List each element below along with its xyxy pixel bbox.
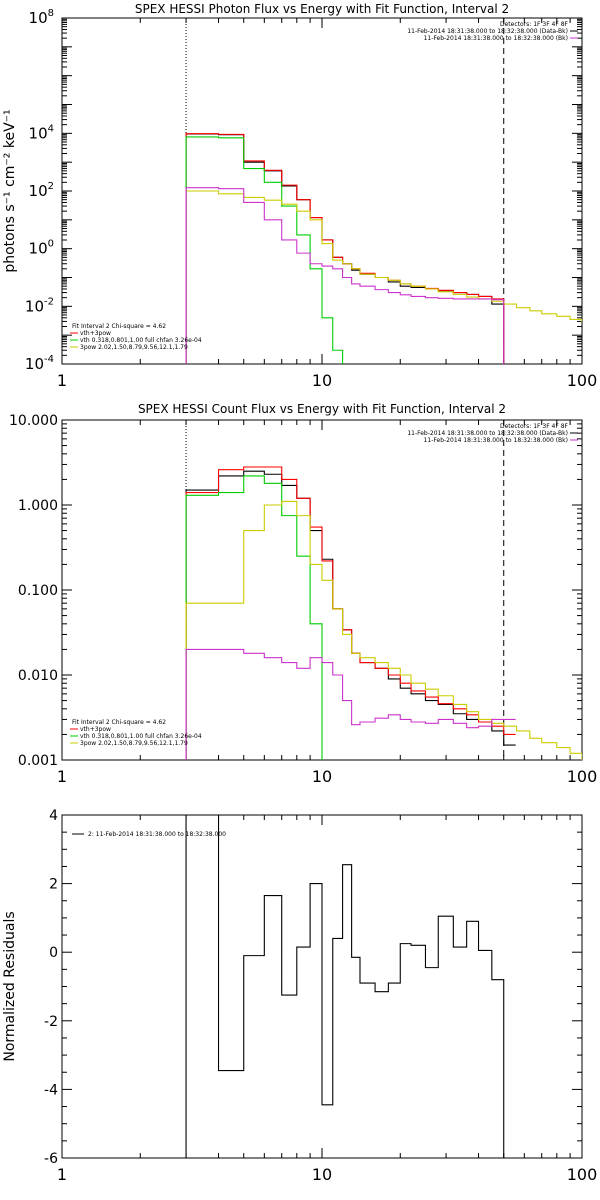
legend-entry: 11-Feb-2014 18:31:38.000 to 18:32:38.000… [424, 437, 568, 444]
y-tick-label: 102 [29, 181, 54, 200]
data-series-3 [185, 136, 344, 364]
y-axis-label: photons s⁻¹ cm⁻² keV⁻¹ [2, 109, 18, 272]
y-tick-label: 2 [49, 877, 58, 893]
legend-entry: Detectors: 1F 3F 4F 8F [500, 21, 569, 28]
legend-entry: Fit Interval 2 Chi-square = 4.62 [72, 323, 166, 330]
chart-title: SPEX HESSI Photon Flux vs Energy with Fi… [135, 2, 509, 16]
data-series-5 [185, 187, 505, 364]
legend-entry: vth 0.318,0.801,1.00 full chfan 3.26e-04 [80, 337, 202, 344]
legend-entry: Fit Interval 2 Chi-square = 4.62 [72, 719, 166, 726]
series-group [185, 815, 505, 1158]
data-series-4 [185, 500, 582, 760]
legend-entry: vth 0.318,0.801,1.00 full chfan 3.26e-04 [80, 733, 202, 740]
y-tick-label: 0.010 [18, 668, 58, 684]
y-tick-label: 4 [49, 808, 58, 824]
legend-entry: 2: 11-Feb-2014 18:31:38.000 to 18:32:38.… [88, 831, 226, 838]
data-series-3 [185, 475, 323, 760]
x-tick-label: 1 [57, 1165, 67, 1184]
series-group [185, 466, 582, 760]
y-axis-label: Normalized Residuals [2, 911, 18, 1061]
y-tick-label: 0.001 [18, 753, 58, 769]
y-tick-label: 10-4 [25, 354, 54, 373]
data-series-1 [185, 815, 505, 1158]
legend-entry: vth+3pow [80, 330, 111, 337]
chart-title: SPEX HESSI Count Flux vs Energy with Fit… [138, 402, 506, 416]
data-series-2 [185, 133, 505, 364]
series-group [185, 133, 582, 364]
data-series-1 [185, 470, 516, 760]
chart-panel-3: 1 10 100 -6 -4 -2 0 2 4 Normalized Residuals 2: 11… [2, 808, 597, 1184]
y-tick-label: 108 [29, 8, 54, 27]
y-tick-label: -6 [44, 1151, 58, 1167]
x-tick-label: 1 [57, 767, 67, 786]
x-tick-label: 1 [57, 371, 67, 390]
x-tick-label: 100 [567, 371, 598, 390]
y-tick-label: 0 [49, 945, 58, 961]
x-tick-label: 100 [567, 767, 598, 786]
chart-panel-2: SPEX HESSI Count Flux vs Energy with Fit… [9, 402, 597, 786]
legend-entry: 3pow 2.02,1.50,8.79,9.56,12.1,1.79 [80, 740, 188, 747]
data-series-4 [185, 190, 582, 364]
y-tick-label: 10.000 [9, 413, 58, 429]
y-tick-label: 10-2 [25, 296, 54, 315]
x-tick-label: 10 [312, 767, 332, 786]
legend-entry: 3pow 2.02,1.50,8.79,9.56,12.1,1.79 [80, 344, 188, 351]
data-series-1 [185, 133, 505, 364]
y-tick-label: 104 [29, 123, 54, 142]
legend-entry: 11-Feb-2014 18:31:38.000 to 18:32:38.000… [424, 35, 568, 42]
legend-entry: Detectors: 1F 3F 4F 8F [500, 423, 569, 430]
y-tick-label: 100 [29, 239, 54, 258]
x-tick-label: 100 [567, 1165, 598, 1184]
x-tick-label: 10 [312, 1165, 332, 1184]
data-series-2 [185, 466, 516, 760]
y-tick-label: -4 [44, 1082, 58, 1098]
legend-entry: 11-Feb-2014 18:31:38.000 to 18:32:38.000… [407, 28, 568, 35]
legend-entry: 11-Feb-2014 18:31:38.000 to 18:32:38.000… [407, 430, 568, 437]
legend-entry: vth+3pow [80, 726, 111, 733]
y-tick-label: 1.000 [18, 498, 58, 514]
data-series-5 [185, 648, 516, 760]
x-tick-label: 10 [312, 371, 332, 390]
chart-panel-1: SPEX HESSI Photon Flux vs Energy with Fi… [2, 2, 597, 390]
y-tick-label: 0.100 [18, 583, 58, 599]
y-tick-label: -2 [44, 1014, 58, 1030]
